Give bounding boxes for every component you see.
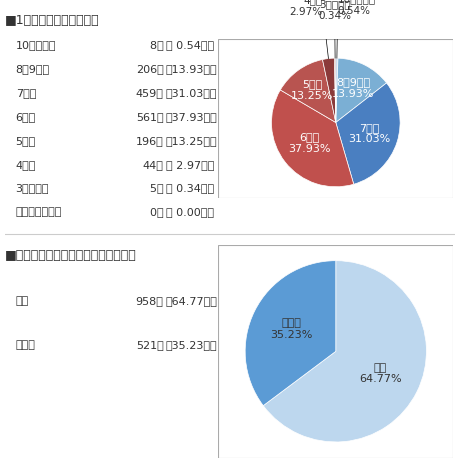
Text: 8～9時間
13.93%: 8～9時間 13.93% (331, 77, 374, 99)
Wedge shape (280, 60, 335, 123)
Text: 6時間: 6時間 (16, 112, 36, 122)
Text: 521人: 521人 (135, 339, 163, 350)
Text: （ 2.97％）: （ 2.97％） (165, 160, 214, 170)
Text: （13.25％）: （13.25％） (165, 136, 217, 146)
Text: いいえ: いいえ (16, 339, 35, 350)
Text: （37.93％）: （37.93％） (165, 112, 217, 122)
Text: 10時間以上
0.54%: 10時間以上 0.54% (337, 0, 375, 16)
Text: いいえ
35.23%: いいえ 35.23% (269, 318, 312, 340)
Wedge shape (271, 90, 353, 187)
Text: 3時間以下: 3時間以下 (16, 183, 49, 194)
Text: 4時間: 4時間 (16, 160, 36, 170)
Text: 6時間
37.93%: 6時間 37.93% (287, 132, 330, 154)
Text: 44人: 44人 (142, 160, 163, 170)
Text: 10時間以上: 10時間以上 (16, 40, 56, 50)
Text: まったく寝ない: まったく寝ない (16, 207, 62, 217)
Text: 8人: 8人 (142, 40, 163, 50)
Text: （64.77％）: （64.77％） (165, 296, 217, 306)
Text: 7時間: 7時間 (16, 88, 36, 98)
Wedge shape (245, 261, 335, 406)
Text: （13.93％）: （13.93％） (165, 64, 217, 74)
Text: 5時間
13.25%: 5時間 13.25% (291, 79, 333, 101)
Text: （ 0.00％）: （ 0.00％） (165, 207, 213, 217)
Wedge shape (335, 83, 399, 184)
Text: 5時間: 5時間 (16, 136, 36, 146)
Text: 958人: 958人 (135, 296, 163, 306)
Wedge shape (335, 58, 337, 123)
Wedge shape (334, 58, 335, 123)
Text: 5人: 5人 (143, 183, 163, 194)
Text: 7時間
31.03%: 7時間 31.03% (347, 123, 390, 144)
Text: 8～9時間: 8～9時間 (16, 64, 50, 74)
Text: 0人: 0人 (143, 207, 163, 217)
Text: （ 0.54％）: （ 0.54％） (165, 40, 213, 50)
Text: 3時間以下
0.34%: 3時間以下 0.34% (318, 0, 350, 21)
Wedge shape (335, 58, 386, 123)
Text: 4時間
2.97%: 4時間 2.97% (289, 0, 322, 17)
Text: はい
64.77%: はい 64.77% (358, 363, 401, 384)
Text: はい: はい (16, 296, 29, 306)
Text: 206人: 206人 (135, 64, 163, 74)
Wedge shape (263, 261, 425, 442)
Text: （35.23％）: （35.23％） (165, 339, 217, 350)
Text: 196人: 196人 (135, 136, 163, 146)
Text: 561人: 561人 (136, 112, 163, 122)
Text: ■1日の平均睡眠時間は？: ■1日の平均睡眠時間は？ (5, 14, 99, 27)
Wedge shape (322, 58, 335, 123)
Text: ■夜はグッスリ眠れるほうだ（全体）: ■夜はグッスリ眠れるほうだ（全体） (5, 249, 136, 262)
Text: 459人: 459人 (135, 88, 163, 98)
Text: （31.03％）: （31.03％） (165, 88, 217, 98)
Text: （ 0.34％）: （ 0.34％） (165, 183, 213, 194)
